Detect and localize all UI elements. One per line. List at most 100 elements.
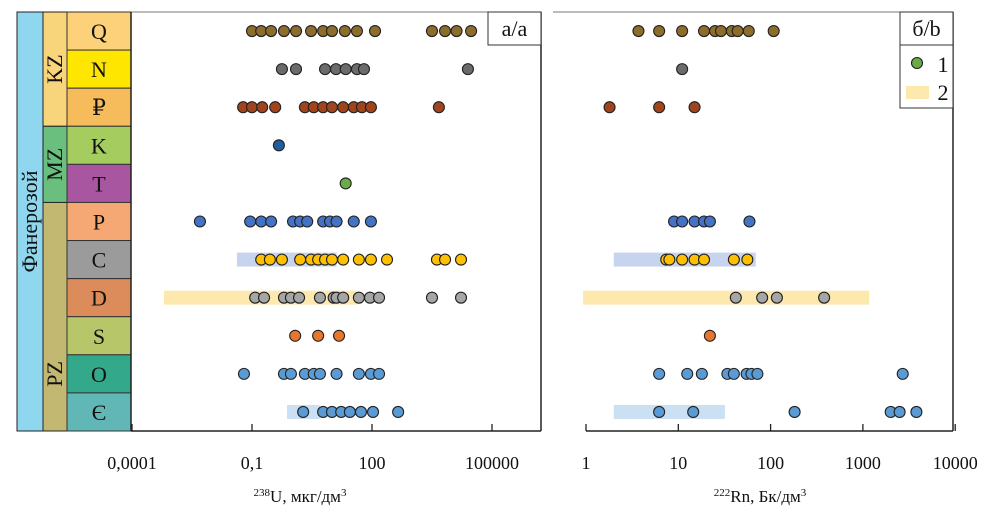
data-point <box>330 367 343 380</box>
data-point <box>756 291 769 304</box>
data-point <box>350 24 363 38</box>
data-point <box>337 253 350 266</box>
data-point <box>770 291 783 304</box>
data-point <box>263 253 276 266</box>
data-point <box>697 24 711 38</box>
period-label: P <box>93 210 105 235</box>
data-point <box>354 405 368 419</box>
data-point <box>676 253 689 266</box>
data-point <box>352 291 365 304</box>
data-point <box>257 291 271 304</box>
panel-label: б/b <box>912 16 940 41</box>
period-label: Є <box>92 400 107 425</box>
data-point <box>438 24 452 38</box>
data-point <box>454 253 468 266</box>
data-point <box>357 63 371 76</box>
period-label: K <box>91 133 107 158</box>
data-point <box>339 177 352 190</box>
legend-label: 1 <box>938 52 949 77</box>
data-point <box>330 215 343 228</box>
data-point <box>312 329 325 342</box>
unit-exponent: 3 <box>341 487 347 499</box>
data-point <box>325 24 339 38</box>
x-tick-label: 1 <box>582 453 591 473</box>
period-label: O <box>91 362 107 387</box>
data-point <box>632 24 645 38</box>
x-axis-title: 222Rn, Бк/дм3 <box>714 487 807 506</box>
data-point <box>676 63 689 76</box>
data-point <box>743 215 756 228</box>
legend-label: 2 <box>938 80 949 105</box>
data-point <box>687 405 700 419</box>
data-point <box>343 405 356 419</box>
data-point <box>313 367 327 380</box>
data-point <box>742 24 755 38</box>
data-point <box>256 101 269 114</box>
data-point <box>372 367 386 380</box>
period-cell <box>66 240 132 280</box>
data-point <box>339 63 352 76</box>
period-cell <box>66 316 132 356</box>
data-point <box>366 405 380 419</box>
data-point <box>272 139 285 152</box>
data-point <box>676 24 689 38</box>
data-point <box>289 63 303 76</box>
x-tick-label: 0,0001 <box>107 453 157 473</box>
data-point <box>284 367 297 380</box>
data-point <box>237 367 251 380</box>
data-point <box>325 101 339 114</box>
isotope-mass: 222 <box>714 487 731 499</box>
data-point <box>338 24 351 38</box>
data-point <box>751 367 764 380</box>
data-point <box>193 215 207 228</box>
data-point <box>368 24 382 38</box>
data-point <box>332 329 346 342</box>
data-point <box>695 367 708 380</box>
data-point <box>352 367 365 380</box>
data-point <box>663 253 676 266</box>
data-point <box>289 24 303 38</box>
data-point <box>432 101 445 114</box>
data-point <box>364 101 377 114</box>
data-point <box>818 291 831 304</box>
eon-label: Фанерозой <box>17 170 42 272</box>
x-tick-label: 100000 <box>465 453 519 473</box>
period-label: N <box>91 57 107 82</box>
data-point <box>741 253 754 266</box>
isotope-mass: 238 <box>254 487 271 499</box>
data-point <box>269 101 282 114</box>
era-strip-pz <box>42 201 68 432</box>
data-point <box>275 253 288 266</box>
data-point <box>380 253 394 266</box>
data-point <box>337 101 350 114</box>
data-point <box>289 329 302 342</box>
range-band <box>613 404 725 419</box>
era-label-kz: KZ <box>42 54 67 83</box>
data-point <box>244 215 257 228</box>
data-point <box>392 405 405 419</box>
eon-strip <box>16 11 44 432</box>
data-point <box>714 24 728 38</box>
data-point <box>438 253 452 266</box>
data-point <box>896 367 909 380</box>
x-tick-label: 10000 <box>933 453 978 473</box>
data-point <box>425 291 439 304</box>
data-point <box>305 24 318 38</box>
data-point <box>703 215 716 228</box>
data-point <box>364 253 377 266</box>
data-point <box>454 291 468 304</box>
data-point <box>301 215 314 228</box>
data-point <box>245 101 259 114</box>
data-point <box>294 253 307 266</box>
data-point <box>465 24 478 38</box>
data-point <box>364 215 377 228</box>
period-label: C <box>92 248 107 273</box>
era-label-pz: PZ <box>42 361 67 387</box>
data-point <box>653 24 666 38</box>
range-band <box>583 290 870 305</box>
data-point <box>292 291 306 304</box>
axis-unit: Rn, Бк/дм <box>730 487 801 506</box>
data-point <box>265 24 278 38</box>
data-point <box>265 215 278 228</box>
